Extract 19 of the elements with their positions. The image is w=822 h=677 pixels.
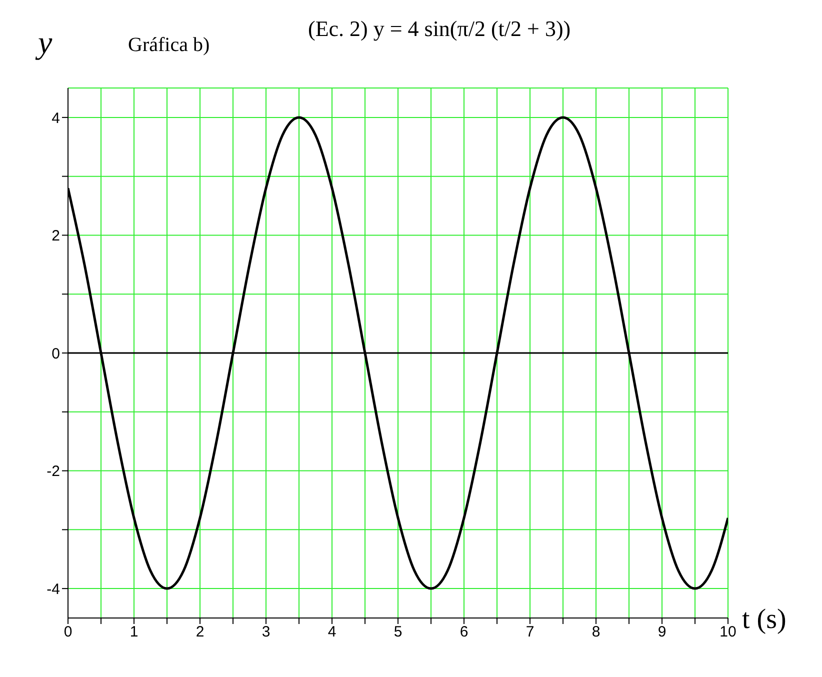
x-tick-label: 1	[130, 624, 138, 641]
x-tick-label: 9	[658, 624, 666, 641]
x-tick-label: 0	[64, 624, 72, 641]
chart-title: Gráfica b)	[128, 34, 210, 57]
x-axis-title: t (s)	[742, 604, 786, 636]
x-tick-label: 4	[328, 624, 336, 641]
x-tick-label: 8	[592, 624, 600, 641]
text: (Ec. 2) y = 4 sin(π/2 (t/2 + 3))	[308, 16, 571, 42]
x-tick-label: 2	[196, 624, 204, 641]
y-tick-label: -4	[46, 580, 60, 598]
x-tick-label: 10	[720, 624, 736, 641]
y-tick-label: -2	[46, 463, 60, 480]
x-tick-label: 6	[460, 624, 468, 641]
y-tick-label: 2	[52, 228, 60, 245]
y-tick-label: 0	[52, 345, 60, 362]
y-tick-label: 4	[52, 110, 60, 127]
x-tick-label: 5	[394, 624, 402, 641]
x-tick-label: 3	[262, 624, 270, 641]
x-tick-label: 7	[526, 624, 534, 641]
